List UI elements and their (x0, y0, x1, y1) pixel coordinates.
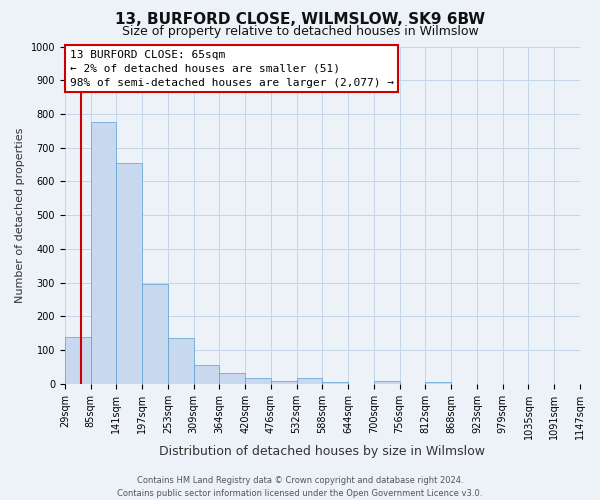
Text: Contains HM Land Registry data © Crown copyright and database right 2024.
Contai: Contains HM Land Registry data © Crown c… (118, 476, 482, 498)
Text: 13, BURFORD CLOSE, WILMSLOW, SK9 6BW: 13, BURFORD CLOSE, WILMSLOW, SK9 6BW (115, 12, 485, 28)
Bar (65, 336, 91, 384)
Y-axis label: Number of detached properties: Number of detached properties (15, 128, 25, 303)
Bar (322, 382, 348, 384)
Bar (271, 381, 296, 384)
Bar (142, 284, 168, 384)
Bar (116, 163, 142, 384)
Bar (91, 122, 116, 384)
Bar (296, 378, 322, 384)
Bar (425, 382, 451, 384)
Bar (168, 338, 194, 384)
Bar (194, 364, 220, 384)
Text: Size of property relative to detached houses in Wilmslow: Size of property relative to detached ho… (122, 25, 478, 38)
X-axis label: Distribution of detached houses by size in Wilmslow: Distribution of detached houses by size … (160, 444, 485, 458)
Bar (220, 373, 245, 384)
Bar (245, 378, 271, 384)
Bar (374, 381, 400, 384)
Text: 13 BURFORD CLOSE: 65sqm
← 2% of detached houses are smaller (51)
98% of semi-det: 13 BURFORD CLOSE: 65sqm ← 2% of detached… (70, 50, 394, 88)
